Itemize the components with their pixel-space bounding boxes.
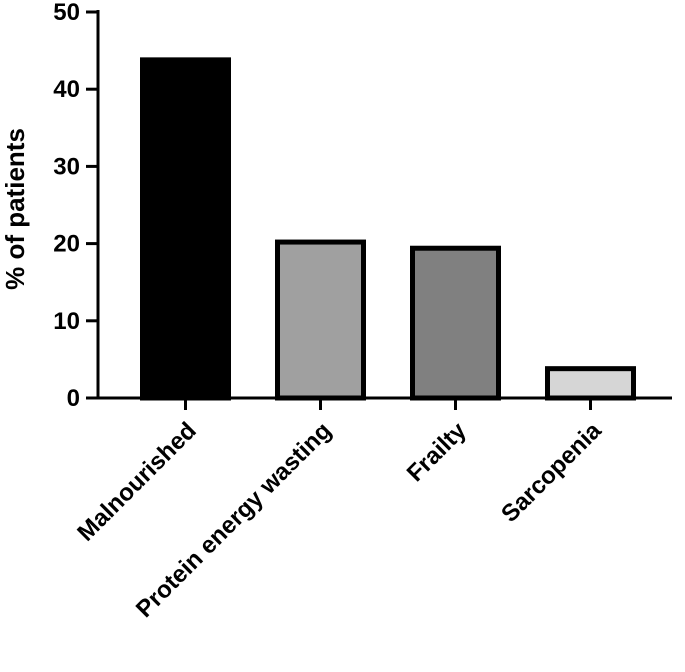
axes-group (86, 10, 672, 410)
y-tick-label: 30 (53, 153, 80, 180)
y-tick-label: 10 (53, 308, 80, 335)
y-tick-label: 50 (53, 0, 80, 26)
y-axis-title: % of patients (0, 128, 30, 290)
bars-group (140, 57, 636, 401)
bar-protein-energy-wasting (275, 239, 366, 401)
y-tick-label: 20 (53, 231, 80, 258)
x-tick-label: Sarcopenia (496, 417, 607, 528)
y-tick-label: 0 (67, 385, 80, 412)
bar-frailty (410, 245, 501, 401)
x-tick-label: Malnourished (72, 417, 201, 546)
bar-malnourished (140, 57, 231, 401)
bar-sarcopenia (545, 366, 636, 401)
x-tick-label: Frailty (402, 417, 472, 487)
y-tick-label: 40 (53, 76, 80, 103)
